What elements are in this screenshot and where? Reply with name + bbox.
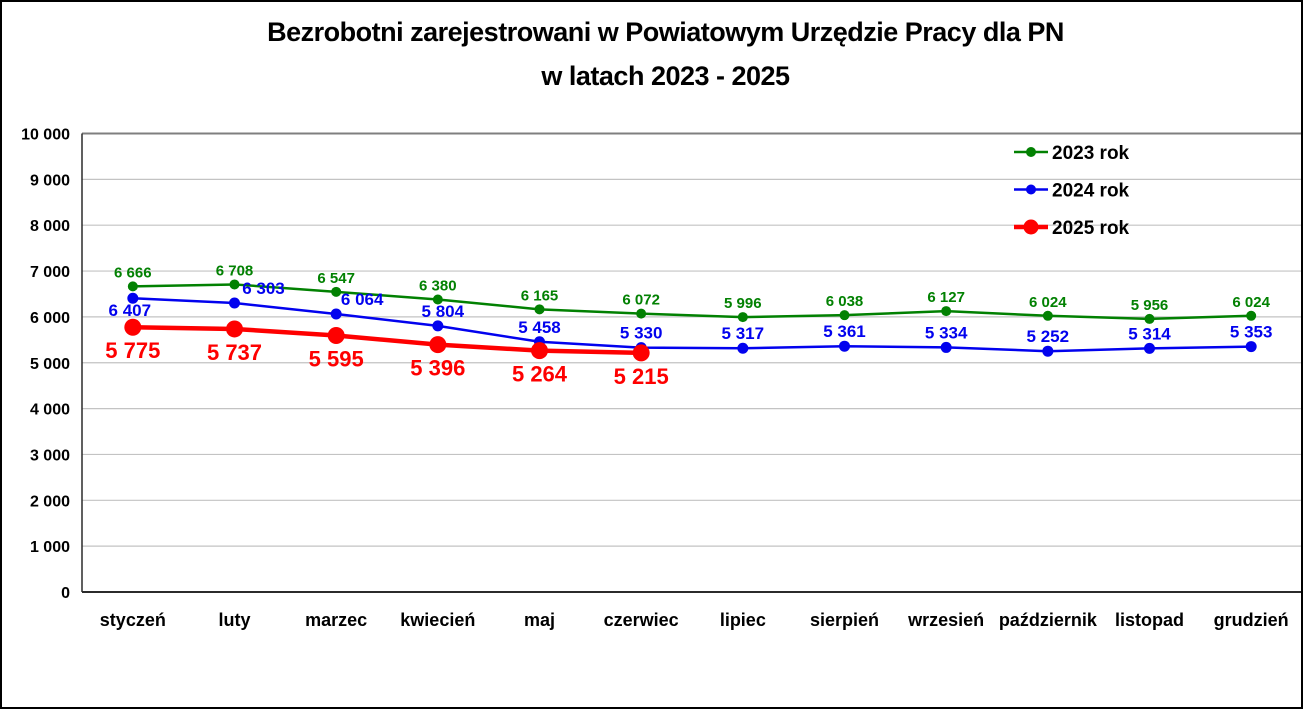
- legend-label: 2024 rok: [1052, 181, 1130, 202]
- x-axis-label: lipiec: [720, 610, 766, 630]
- data-label: 5 252: [1027, 327, 1070, 346]
- data-point: [1144, 342, 1155, 354]
- data-label: 5 317: [722, 324, 765, 343]
- data-label: 5 595: [309, 346, 364, 371]
- data-label: 5 264: [512, 362, 568, 387]
- series-line-2025-rok: [130, 324, 644, 356]
- y-axis-label: 0: [61, 585, 70, 602]
- data-label: 5 956: [1131, 297, 1169, 314]
- x-axis-label: listopad: [1115, 610, 1184, 630]
- data-label: 6 303: [242, 279, 285, 298]
- data-point: [1246, 310, 1257, 321]
- data-label: 6 165: [521, 287, 559, 304]
- data-point: [429, 336, 447, 354]
- data-label: 5 458: [518, 318, 561, 337]
- data-label: 6 547: [317, 270, 355, 287]
- data-point: [941, 306, 952, 317]
- x-axis-label: wrzesień: [907, 610, 984, 630]
- series-line-2023-rok: [131, 283, 1253, 321]
- data-label: 6 064: [341, 290, 384, 309]
- data-point: [940, 341, 952, 353]
- legend-marker: [1026, 184, 1036, 195]
- data-point: [737, 312, 748, 323]
- x-axis-label: maj: [524, 610, 555, 630]
- data-point: [839, 340, 850, 352]
- data-point: [1042, 345, 1054, 357]
- data-point: [636, 308, 647, 319]
- y-axis-label: 2 000: [30, 493, 70, 510]
- data-point: [229, 279, 240, 290]
- data-label: 5 334: [925, 323, 968, 342]
- x-axis-label: sierpień: [810, 610, 879, 630]
- chart-title-line1: Bezrobotni zarejestrowani w Powiatowym U…: [267, 17, 1064, 47]
- data-label: 6 407: [109, 301, 152, 320]
- data-label: 5 353: [1230, 323, 1273, 342]
- data-point: [432, 294, 443, 305]
- data-label: 6 038: [826, 293, 864, 310]
- y-axis-label: 9 000: [30, 172, 70, 189]
- data-point: [737, 342, 749, 354]
- x-axis-label: luty: [218, 610, 250, 630]
- data-label: 5 361: [823, 322, 866, 341]
- y-axis-label: 5 000: [30, 356, 70, 373]
- data-label: 6 666: [114, 264, 152, 281]
- data-label: 5 215: [614, 364, 669, 389]
- data-label: 6 380: [419, 277, 457, 294]
- series-line-2024-rok: [131, 296, 1253, 353]
- data-point: [432, 320, 444, 332]
- chart-title: Bezrobotni zarejestrowani w Powiatowym U…: [2, 10, 1301, 98]
- y-axis-label: 10 000: [21, 127, 70, 144]
- data-point: [124, 318, 142, 336]
- data-point: [531, 342, 548, 360]
- x-axis-label: kwiecień: [400, 610, 475, 630]
- legend-marker: [1026, 147, 1036, 157]
- chart-title-line2: w latach 2023 - 2025: [541, 61, 790, 91]
- data-point: [330, 308, 342, 320]
- data-label: 6 024: [1029, 294, 1067, 311]
- data-point: [127, 281, 138, 292]
- data-label: 5 330: [620, 324, 663, 343]
- y-axis-label: 4 000: [30, 402, 70, 419]
- y-axis-label: 7 000: [30, 264, 70, 281]
- data-label: 5 737: [207, 340, 262, 365]
- data-label: 6 127: [927, 289, 965, 306]
- x-axis-label: grudzień: [1214, 610, 1289, 630]
- data-point: [1144, 313, 1155, 324]
- x-axis-label: czerwiec: [604, 610, 679, 630]
- x-axis-label: styczeń: [100, 610, 166, 630]
- data-label: 5 996: [724, 295, 762, 312]
- data-label: 6 072: [622, 292, 660, 309]
- data-label: 6 024: [1232, 294, 1270, 311]
- y-axis-label: 8 000: [30, 218, 70, 235]
- data-point: [534, 304, 545, 315]
- data-point: [229, 297, 240, 309]
- data-point: [632, 344, 650, 362]
- data-point: [327, 326, 345, 344]
- data-point: [839, 310, 850, 321]
- y-axis-label: 1 000: [30, 539, 70, 556]
- data-label: 5 396: [410, 356, 465, 381]
- x-axis-label: marzec: [305, 610, 367, 630]
- data-point: [226, 320, 243, 338]
- legend-marker: [1023, 219, 1039, 235]
- data-point: [331, 286, 342, 297]
- data-label: 6 708: [216, 262, 254, 279]
- data-label: 5 314: [1128, 324, 1171, 343]
- legend-label: 2025 rok: [1052, 218, 1130, 239]
- data-label: 5 775: [105, 338, 160, 363]
- x-axis-label: październik: [999, 610, 1098, 630]
- data-point: [1042, 310, 1053, 321]
- legend-label: 2023 rok: [1052, 143, 1130, 164]
- data-point: [1245, 341, 1257, 353]
- y-axis-label: 6 000: [30, 310, 70, 327]
- data-point: [127, 292, 139, 304]
- y-axis-label: 3 000: [30, 447, 70, 464]
- data-label: 5 804: [422, 302, 465, 321]
